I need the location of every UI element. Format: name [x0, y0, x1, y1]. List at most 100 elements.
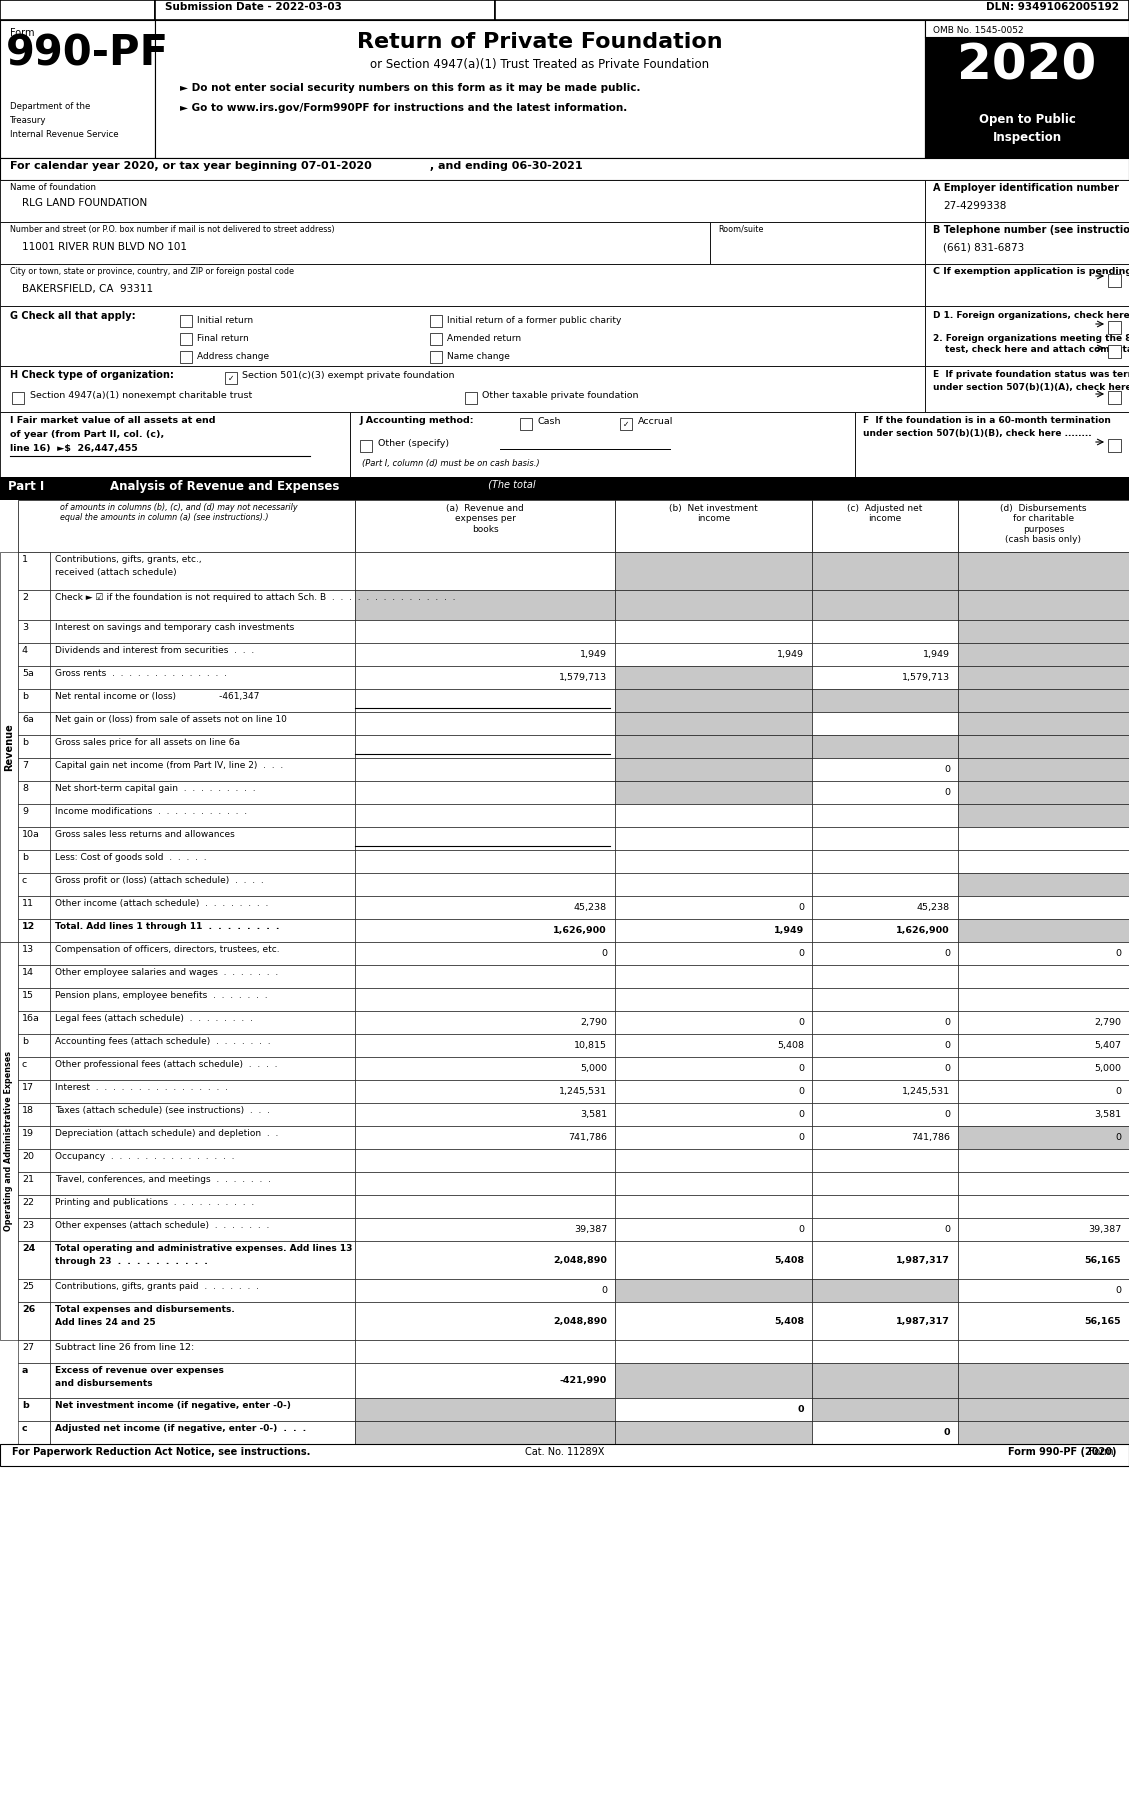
Bar	[615, 620, 812, 644]
Bar	[959, 895, 1129, 919]
Bar	[355, 850, 615, 874]
Bar	[50, 1102, 355, 1126]
Bar	[959, 1081, 1129, 1102]
Bar	[225, 372, 237, 385]
Text: Subtract line 26 from line 12:: Subtract line 26 from line 12:	[55, 1343, 194, 1352]
Bar	[812, 987, 959, 1010]
Bar	[355, 942, 615, 966]
Bar	[355, 1126, 615, 1149]
Text: b: b	[21, 1401, 28, 1410]
Bar	[615, 1081, 812, 1102]
Bar	[50, 620, 355, 644]
Text: Excess of revenue over expenses: Excess of revenue over expenses	[55, 1366, 224, 1375]
Text: Total expenses and disbursements.: Total expenses and disbursements.	[55, 1305, 235, 1314]
Bar	[812, 780, 959, 804]
Text: 10,815: 10,815	[574, 1041, 607, 1050]
Text: 990-PF: 990-PF	[6, 32, 169, 76]
Text: Depreciation (attach schedule) and depletion  .  .: Depreciation (attach schedule) and deple…	[55, 1129, 279, 1138]
Bar	[615, 1340, 812, 1363]
Bar	[959, 1034, 1129, 1057]
Text: 2: 2	[21, 593, 28, 602]
Bar	[18, 987, 50, 1010]
Bar	[812, 919, 959, 942]
Text: 0: 0	[601, 1286, 607, 1295]
Bar	[18, 1057, 50, 1081]
Text: Gross sales less returns and allowances: Gross sales less returns and allowances	[55, 831, 235, 840]
Text: (The total: (The total	[485, 480, 535, 491]
Bar	[710, 221, 925, 264]
Text: 0: 0	[944, 764, 949, 773]
Text: 11: 11	[21, 899, 34, 908]
Bar	[350, 412, 855, 476]
Bar	[355, 1081, 615, 1102]
Text: 1,949: 1,949	[777, 651, 804, 660]
Bar	[959, 1241, 1129, 1278]
Text: Open to Public: Open to Public	[979, 113, 1076, 126]
Bar	[615, 827, 812, 850]
Bar	[615, 1102, 812, 1126]
Text: efile GRAPHIC print: efile GRAPHIC print	[5, 2, 120, 13]
Text: 10a: 10a	[21, 831, 40, 840]
Text: 1,949: 1,949	[773, 926, 804, 935]
Text: Cat. No. 11289X: Cat. No. 11289X	[525, 1447, 604, 1456]
Bar	[812, 500, 959, 552]
Bar	[0, 264, 925, 306]
Text: or Section 4947(a)(1) Trust Treated as Private Foundation: or Section 4947(a)(1) Trust Treated as P…	[370, 58, 709, 70]
Bar	[1108, 345, 1121, 358]
Bar	[959, 966, 1129, 987]
Bar	[18, 919, 50, 942]
Text: For Paperwork Reduction Act Notice, see instructions.: For Paperwork Reduction Act Notice, see …	[12, 1447, 310, 1456]
Text: of year (from Part II, col. (c),: of year (from Part II, col. (c),	[10, 430, 164, 439]
Text: test, check here and attach computation ...: test, check here and attach computation …	[945, 345, 1129, 354]
Text: Name of foundation: Name of foundation	[10, 183, 96, 192]
Text: (Part I, column (d) must be on cash basis.): (Part I, column (d) must be on cash basi…	[362, 458, 540, 467]
Bar	[812, 1278, 959, 1302]
Text: 17: 17	[21, 1082, 34, 1091]
Bar	[0, 1444, 1129, 1465]
Text: A Employer identification number: A Employer identification number	[933, 183, 1119, 192]
Bar	[18, 735, 50, 759]
Bar	[959, 780, 1129, 804]
Bar	[812, 804, 959, 827]
Bar	[18, 804, 50, 827]
Text: 0: 0	[1115, 1133, 1121, 1142]
Text: Capital gain net income (from Part IV, line 2)  .  .  .: Capital gain net income (from Part IV, l…	[55, 761, 283, 770]
Bar	[615, 1363, 812, 1399]
Text: DLN: 93491062005192: DLN: 93491062005192	[986, 2, 1119, 13]
Text: 0: 0	[944, 1109, 949, 1118]
Bar	[50, 552, 355, 590]
Text: line 16)  ►$  26,447,455: line 16) ►$ 26,447,455	[10, 444, 138, 453]
Bar	[355, 590, 615, 620]
Bar	[18, 1034, 50, 1057]
Text: Section 501(c)(3) exempt private foundation: Section 501(c)(3) exempt private foundat…	[242, 370, 455, 379]
Bar	[0, 552, 18, 942]
Text: Interest on savings and temporary cash investments: Interest on savings and temporary cash i…	[55, 622, 295, 633]
Bar	[50, 1302, 355, 1340]
Text: b: b	[21, 737, 28, 746]
Bar	[925, 38, 1129, 110]
Text: 0: 0	[798, 903, 804, 912]
Bar	[50, 689, 355, 712]
Bar	[959, 1172, 1129, 1196]
Bar	[615, 895, 812, 919]
Text: (b)  Net investment
income: (b) Net investment income	[669, 503, 758, 523]
Bar	[50, 1278, 355, 1302]
Bar	[812, 1241, 959, 1278]
Bar	[520, 417, 532, 430]
Bar	[0, 942, 18, 1340]
Bar	[0, 0, 1129, 20]
Text: Check ► ☑ if the foundation is not required to attach Sch. B  .  .  .  .  .  .  : Check ► ☑ if the foundation is not requi…	[55, 593, 455, 602]
Bar	[18, 1363, 50, 1399]
Text: 5,000: 5,000	[580, 1064, 607, 1073]
Text: 27: 27	[21, 1343, 34, 1352]
Bar	[0, 180, 925, 221]
Text: 0: 0	[797, 1404, 804, 1413]
Text: ► Do not enter social security numbers on this form as it may be made public.: ► Do not enter social security numbers o…	[180, 83, 640, 93]
Text: Initial return: Initial return	[196, 316, 253, 325]
Bar	[355, 644, 615, 665]
Text: c: c	[21, 1061, 27, 1070]
Text: received (attach schedule): received (attach schedule)	[55, 568, 176, 577]
Text: Net gain or (loss) from sale of assets not on line 10: Net gain or (loss) from sale of assets n…	[55, 716, 287, 725]
Text: ✓: ✓	[228, 374, 234, 383]
Text: B Telephone number (see instructions): B Telephone number (see instructions)	[933, 225, 1129, 236]
